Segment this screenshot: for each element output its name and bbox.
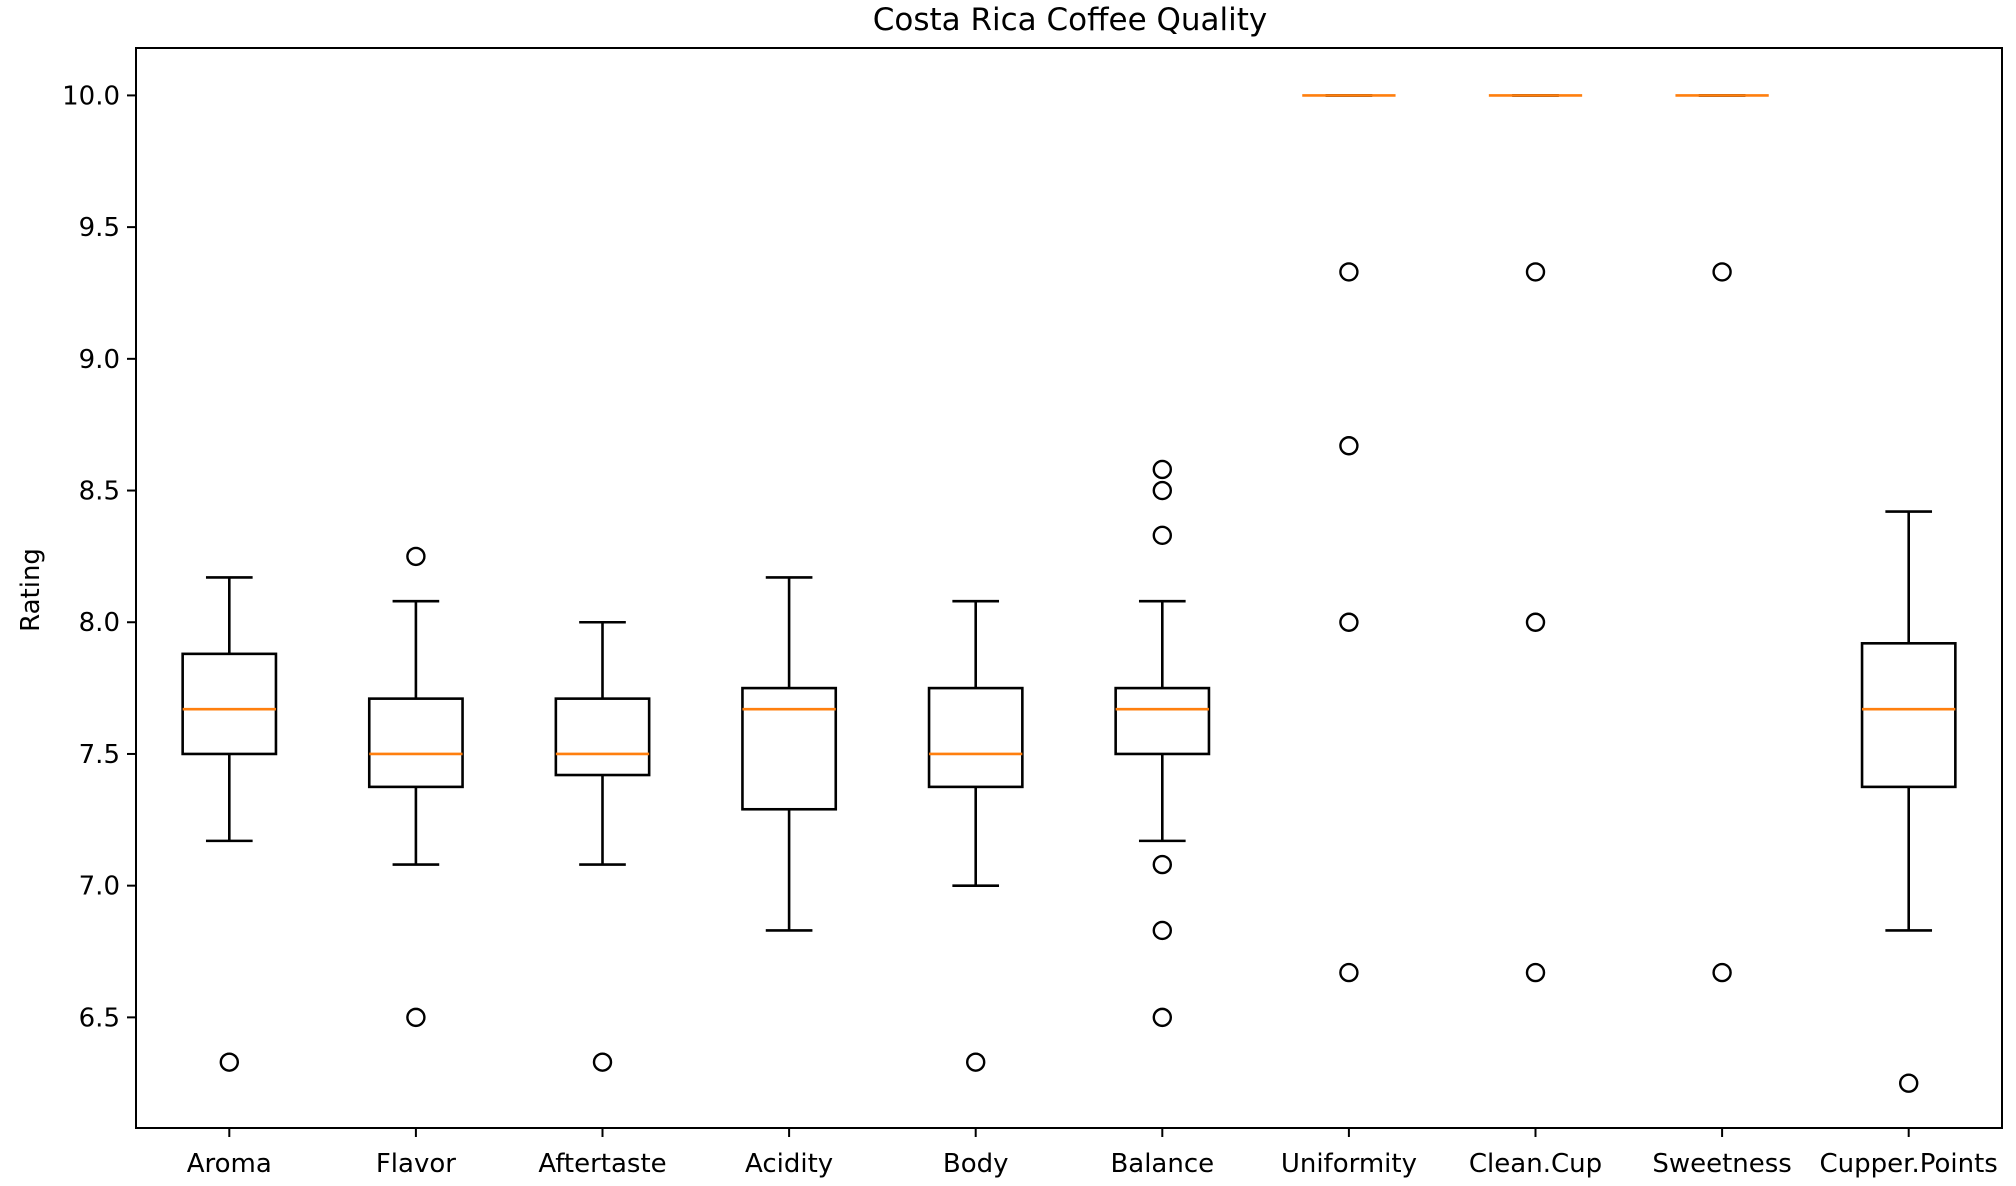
x-tick-label: Flavor [376,1149,456,1179]
box [927,686,1024,789]
outlier-point [406,1007,426,1028]
outlier-point [1152,1007,1173,1028]
y-tick-label: 9.5 [79,213,120,243]
outlier-point [1339,612,1359,632]
outlier-point [406,546,426,567]
outlier-point [1712,962,1732,983]
y-tick-label: 9.0 [79,345,120,375]
x-tick-label: Balance [1110,1149,1214,1179]
y-tick-label: 8.5 [79,477,120,507]
outlier-point [1152,480,1173,501]
outlier-point [1525,262,1546,282]
outlier-point [1152,920,1173,941]
outlier-point [1152,459,1173,480]
outlier-point [1525,962,1546,983]
box [367,697,464,789]
x-tick-label: Acidity [745,1149,833,1179]
y-tick-label: 7.0 [79,872,120,902]
outlier-point [219,1052,240,1072]
plot-frame [135,47,2003,1129]
box [1860,642,1957,789]
outlier-point [1152,525,1173,546]
x-tick-label: Clean.Cup [1469,1149,1602,1179]
box [741,686,838,811]
box [181,652,278,756]
x-tick-label: Uniformity [1281,1149,1417,1179]
y-tick-label: 6.5 [79,1003,120,1033]
x-tick-label: Body [943,1149,1009,1179]
y-tick-label: 7.5 [79,740,120,770]
x-tick-label: Aftertaste [538,1149,666,1179]
outlier-point [1339,262,1359,282]
outlier-point [592,1052,613,1072]
x-tick-label: Sweetness [1652,1149,1792,1179]
x-tick-label: Cupper.Points [1820,1149,1998,1179]
outlier-point [1525,612,1546,632]
y-tick-label: 8.0 [79,608,120,638]
outlier-point [1339,962,1359,983]
box [554,697,651,777]
y-axis-label: Rating [16,548,46,632]
x-tick-label: Aroma [187,1149,272,1179]
box [1114,686,1211,756]
y-tick-label: 10.0 [62,81,120,111]
plot-layer: 6.5 7.0 7.5 8.0 8.5 9.0 9.5 10.0 Aroma Flavor Afte… [62,81,1998,1179]
chart-title: Costa Rica Coffee Quality [873,2,1268,38]
outlier-point [1152,854,1173,875]
outlier-point [1898,1073,1919,1093]
outlier-point [1339,436,1359,456]
outlier-point [966,1052,986,1072]
outlier-point [1712,262,1732,282]
